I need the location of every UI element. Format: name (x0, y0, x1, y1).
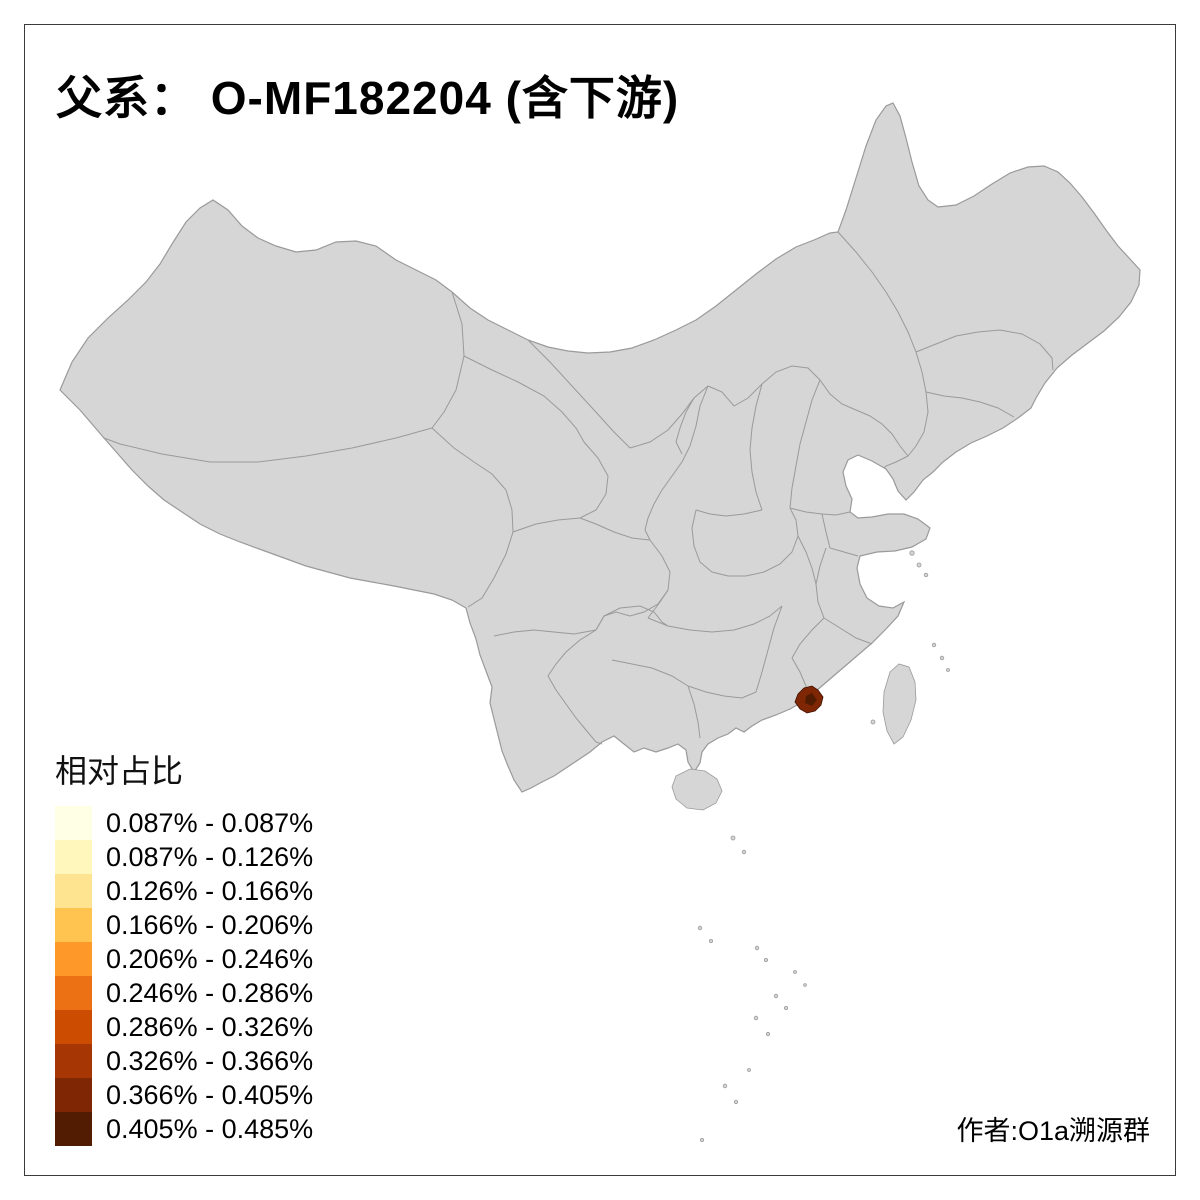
hainan-island (671, 768, 723, 811)
legend-label: 0.087% - 0.087% (106, 807, 314, 838)
legend-swatch (55, 806, 92, 840)
legend-item: 0.405% - 0.485% (55, 1112, 313, 1146)
legend-label: 0.326% - 0.366% (106, 1045, 314, 1076)
legend-item: 0.326% - 0.366% (55, 1044, 313, 1078)
small-islands (697, 550, 950, 1143)
legend-item: 0.126% - 0.166% (55, 874, 313, 908)
legend-item: 0.166% - 0.206% (55, 908, 313, 942)
legend-label: 0.366% - 0.405% (106, 1079, 314, 1110)
legend-title: 相对占比 (55, 753, 184, 789)
highlighted-region-core (805, 693, 817, 706)
legend-item: 0.366% - 0.405% (55, 1078, 313, 1112)
legend-swatch (55, 840, 92, 874)
legend-label: 0.206% - 0.246% (106, 943, 314, 974)
province-borders (103, 231, 1054, 745)
legend-swatch (55, 1112, 92, 1146)
legend-label: 0.166% - 0.206% (106, 909, 314, 940)
legend-item: 0.246% - 0.286% (55, 976, 313, 1010)
legend-swatch (55, 1010, 92, 1044)
legend-item: 0.087% - 0.087% (55, 806, 313, 840)
legend-swatch (55, 908, 92, 942)
highlighted-region (794, 685, 824, 714)
legend-item: 0.206% - 0.246% (55, 942, 313, 976)
legend-swatch (55, 1078, 92, 1112)
taiwan-island (882, 663, 917, 745)
legend-swatch (55, 976, 92, 1010)
legend-item: 0.087% - 0.126% (55, 840, 313, 874)
legend: 相对占比 0.087% - 0.087% 0.087% - 0.126% 0.1… (55, 746, 313, 1146)
legend-swatch (55, 874, 92, 908)
legend-label: 0.087% - 0.126% (106, 841, 314, 872)
legend-label: 0.126% - 0.166% (106, 875, 314, 906)
legend-rows: 0.087% - 0.087% 0.087% - 0.126% 0.126% -… (55, 806, 313, 1146)
legend-label: 0.286% - 0.326% (106, 1011, 314, 1042)
legend-label: 0.405% - 0.485% (106, 1113, 314, 1144)
china-mainland (59, 102, 1141, 793)
legend-swatch (55, 942, 92, 976)
figure-title: 父系： O-MF182204 (含下游) (56, 72, 680, 124)
legend-label: 0.246% - 0.286% (106, 977, 314, 1008)
legend-item: 0.286% - 0.326% (55, 1010, 313, 1044)
credit-text: 作者:O1a溯源群 (956, 1116, 1150, 1146)
legend-swatch (55, 1044, 92, 1078)
